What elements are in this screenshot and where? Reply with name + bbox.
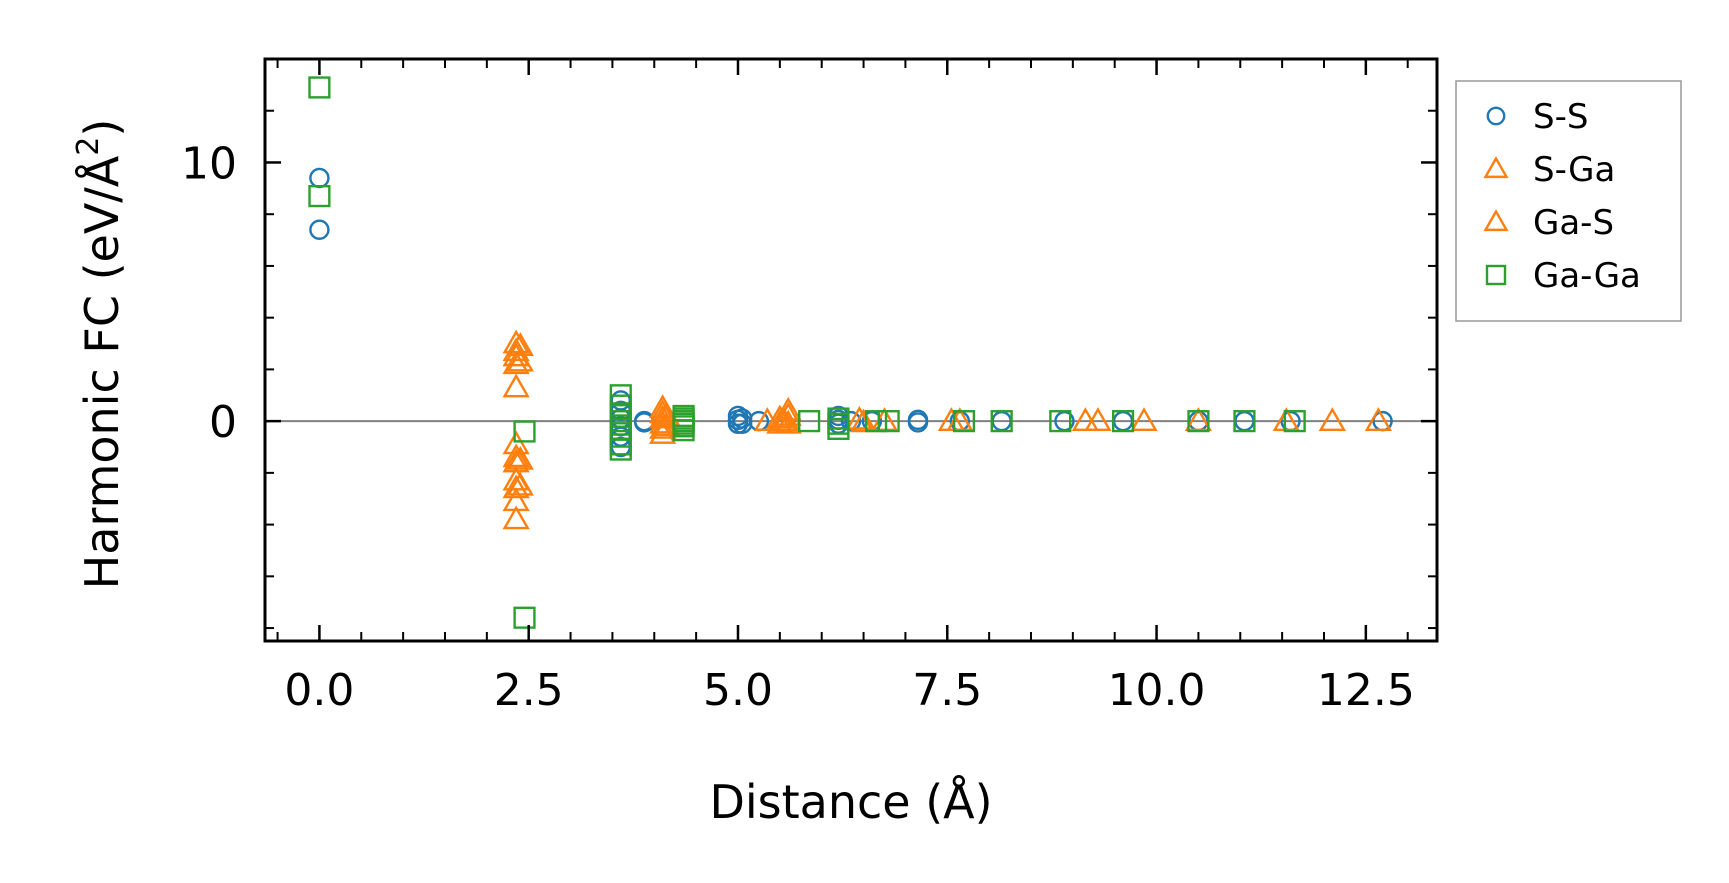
- legend-label: S-Ga: [1533, 150, 1615, 190]
- y-tick-label: 10: [181, 138, 237, 189]
- data-point: [1071, 407, 1100, 431]
- y-axis-title-superscript: 2: [71, 137, 106, 156]
- data-point: [952, 410, 976, 433]
- data-point: [506, 347, 534, 372]
- series-ga-s: [506, 332, 1393, 496]
- data-point: [1272, 407, 1300, 431]
- y-tick-label: 0: [209, 397, 237, 448]
- data-point: [502, 474, 530, 499]
- x-tick-label: 12.5: [1317, 665, 1415, 716]
- data-point: [502, 443, 530, 468]
- x-tick-label: 7.5: [912, 665, 982, 716]
- data-point: [937, 407, 966, 431]
- data-point: [610, 390, 632, 411]
- data-point: [753, 407, 781, 431]
- data-point: [1184, 407, 1213, 431]
- data-point: [1283, 410, 1306, 433]
- data-point: [840, 410, 862, 432]
- data-point: [502, 505, 530, 530]
- data-point: [502, 373, 530, 398]
- data-point: [513, 606, 536, 629]
- x-tick-label: 2.5: [494, 665, 564, 716]
- data-point: [672, 419, 695, 442]
- data-point: [774, 401, 802, 426]
- data-point: [774, 409, 802, 434]
- axis-labels: Distance (Å) Harmonic FC (eV/Å2): [71, 119, 993, 829]
- data-point: [1233, 410, 1256, 433]
- data-point: [609, 438, 632, 461]
- data-point: [798, 410, 821, 433]
- data-point: [308, 184, 331, 208]
- data-point: [1318, 407, 1346, 431]
- data-point: [990, 410, 1013, 433]
- legend-entry: Ga-Ga: [1485, 256, 1641, 296]
- data-point: [1049, 410, 1072, 433]
- legend-label: S-S: [1533, 97, 1588, 137]
- data-point: [513, 420, 536, 443]
- series-ga-ga: [308, 76, 1306, 629]
- data-point: [1111, 410, 1135, 433]
- y-axis-title: Harmonic FC (eV/Å2): [71, 119, 129, 590]
- legend-marker: [1485, 264, 1507, 286]
- data-point: [865, 410, 888, 433]
- data-point: [1130, 407, 1158, 431]
- data-point: [1364, 407, 1393, 431]
- plot-area: [265, 76, 1437, 629]
- data-point: [309, 219, 330, 240]
- legend-marker: [1483, 156, 1509, 179]
- x-tick-label: 10.0: [1108, 665, 1206, 716]
- y-axis-title-main: Harmonic FC (eV/Å: [75, 155, 129, 589]
- legend-label: Ga-S: [1533, 203, 1614, 243]
- data-point: [907, 412, 929, 433]
- data-point: [502, 350, 530, 375]
- plot-frame: [263, 57, 1439, 643]
- legend-entry: S-S: [1486, 97, 1588, 137]
- y-axis-title-close: ): [75, 119, 129, 137]
- data-point: [308, 76, 331, 99]
- x-tick-label: 0.0: [284, 665, 354, 716]
- legend-label: Ga-Ga: [1533, 256, 1641, 296]
- data-point: [309, 167, 330, 189]
- data-point: [506, 332, 534, 356]
- x-axis-title: Distance (Å): [709, 775, 992, 829]
- legend-marker: [1483, 209, 1509, 232]
- data-point: [506, 445, 534, 470]
- legend-marker: [1486, 106, 1506, 126]
- legend: S-S S-Ga Ga-S Ga-Ga: [1455, 80, 1682, 322]
- data-point: [774, 396, 802, 421]
- legend-box: [1455, 80, 1682, 322]
- data-point: [1187, 410, 1210, 433]
- data-point: [849, 408, 878, 433]
- data-point: [649, 414, 677, 439]
- data-point: [877, 410, 900, 433]
- data-point: [827, 417, 850, 440]
- data-point: [506, 471, 534, 496]
- x-tick-label: 5.0: [703, 665, 773, 716]
- legend-entry: S-Ga: [1483, 150, 1615, 190]
- legend-entry: Ga-S: [1483, 203, 1614, 243]
- series-s-s: [309, 167, 1393, 458]
- axes: 0.0 2.5 5.0 7.5 10.0 12.5 0 10: [181, 57, 1439, 716]
